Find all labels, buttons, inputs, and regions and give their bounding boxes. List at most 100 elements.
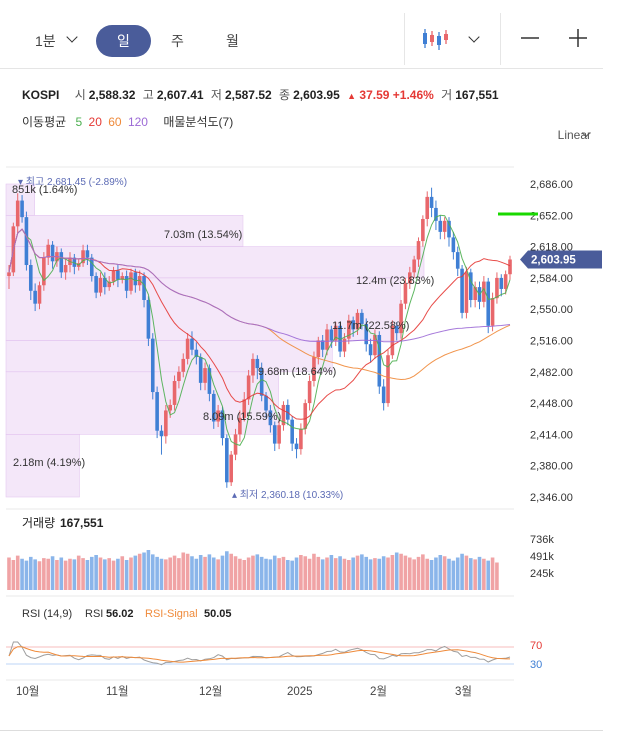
candle-body: [468, 272, 473, 300]
volume-bar: [98, 557, 103, 590]
candle-body: [129, 272, 133, 291]
volume-bar: [394, 552, 399, 590]
candle-body: [312, 357, 316, 382]
candle-body: [242, 399, 247, 418]
volume-bar: [325, 557, 329, 590]
volume-bar: [303, 556, 308, 590]
y-tick-label: 2,686.00: [530, 179, 573, 191]
tab-week[interactable]: 주: [171, 33, 184, 49]
volume-bar: [429, 560, 434, 590]
volume-bar: [455, 557, 460, 590]
rsi-signal-label: RSI-Signal: [145, 608, 198, 620]
volume-bar: [11, 560, 16, 590]
candlestick-icon[interactable]: [420, 26, 450, 52]
volume-bar: [486, 560, 491, 590]
candle-body: [268, 410, 273, 426]
volume-profile-label: 7.03m (13.54%): [164, 229, 242, 241]
volume-bar: [490, 557, 495, 590]
minus-icon[interactable]: [520, 28, 540, 48]
volume-bar: [272, 555, 277, 590]
volume-bar: [242, 560, 247, 590]
tab-month[interactable]: 월: [226, 33, 239, 49]
volume-bar: [307, 558, 312, 590]
candle-body: [181, 358, 186, 372]
x-axis-label: 11월: [106, 685, 129, 698]
candle-body: [190, 338, 194, 350]
volume-bar: [85, 560, 90, 590]
close-value: 2,603.95: [293, 88, 340, 102]
scale-mode-select[interactable]: Linear: [557, 128, 591, 142]
candle-body: [264, 395, 268, 411]
candle-body: [447, 220, 451, 238]
candle-body: [455, 252, 460, 269]
volume-bar: [447, 558, 451, 590]
current-price-label: 2,603.95: [531, 255, 576, 267]
candle-body: [351, 320, 355, 330]
candle-body: [46, 244, 51, 258]
volume-bar: [473, 559, 477, 590]
volume-bar: [229, 553, 233, 590]
volume-bar: [155, 556, 159, 590]
volume-bar: [116, 558, 120, 590]
candle-body: [50, 244, 55, 262]
highest-price-label: ▾ 최고 2,681.45 (-2.89%): [18, 176, 127, 188]
volume-panel-title: 거래량: [22, 516, 55, 530]
volume-bar: [89, 556, 94, 590]
candle-body: [490, 298, 495, 326]
volume-bar: [194, 558, 199, 590]
candle-body: [394, 325, 399, 334]
volume-bar: [451, 560, 456, 590]
candle-body: [85, 250, 90, 258]
volume-panel-value: 167,551: [60, 516, 104, 530]
candle-body: [111, 270, 116, 282]
plus-icon[interactable]: [568, 28, 588, 48]
volume-profile-label: 9.68m (18.64%): [258, 366, 336, 378]
candle-body: [185, 338, 190, 359]
volume-bar: [468, 558, 473, 590]
volume-bar: [55, 560, 59, 590]
volume-bar: [390, 555, 395, 590]
change-percent: +1.46%: [392, 88, 434, 102]
volume-bar: [24, 560, 29, 590]
volume-bar: [333, 558, 338, 590]
candle-body: [486, 281, 491, 326]
y-tick-label: 2,550.00: [530, 304, 573, 316]
candle-body: [251, 358, 255, 376]
volume-bar: [111, 560, 116, 590]
candle-body: [325, 329, 329, 350]
volume-bar: [495, 562, 499, 590]
candle-body: [220, 410, 225, 439]
volume-bar: [42, 558, 46, 590]
tab-day[interactable]: 일: [96, 25, 151, 57]
volume-profile-label[interactable]: 매물분석도(7): [163, 115, 234, 129]
candle-body: [316, 340, 321, 358]
volume-bar: [203, 556, 207, 590]
candle-body: [72, 257, 77, 267]
volume-bar: [50, 556, 55, 590]
candle-body: [277, 425, 281, 444]
volume-bar: [211, 557, 216, 590]
volume-profile-bar: [5, 215, 244, 247]
candle-body: [198, 357, 203, 383]
volume-bar: [442, 556, 447, 590]
candle-body: [355, 312, 360, 330]
volume-bar: [259, 556, 264, 590]
symbol-name: KOSPI: [22, 88, 60, 102]
candle-body: [37, 285, 42, 304]
candle-body: [442, 220, 447, 232]
candle-body: [499, 277, 504, 289]
volume-bar: [408, 557, 412, 590]
candle-body: [299, 428, 303, 450]
volume-profile-bar: [5, 434, 80, 498]
volume-bar: [72, 559, 77, 590]
y-tick-label: 2,414.00: [530, 429, 573, 441]
interval-select[interactable]: 1분: [35, 33, 56, 49]
candle-body: [20, 200, 24, 218]
volume-profile-bar: [5, 371, 280, 435]
volume-bar: [164, 559, 168, 590]
open-value: 2,588.32: [88, 88, 136, 102]
ma-label[interactable]: 이동평균: [22, 115, 67, 129]
volume-bar: [68, 558, 72, 590]
volume-bar: [460, 553, 464, 590]
